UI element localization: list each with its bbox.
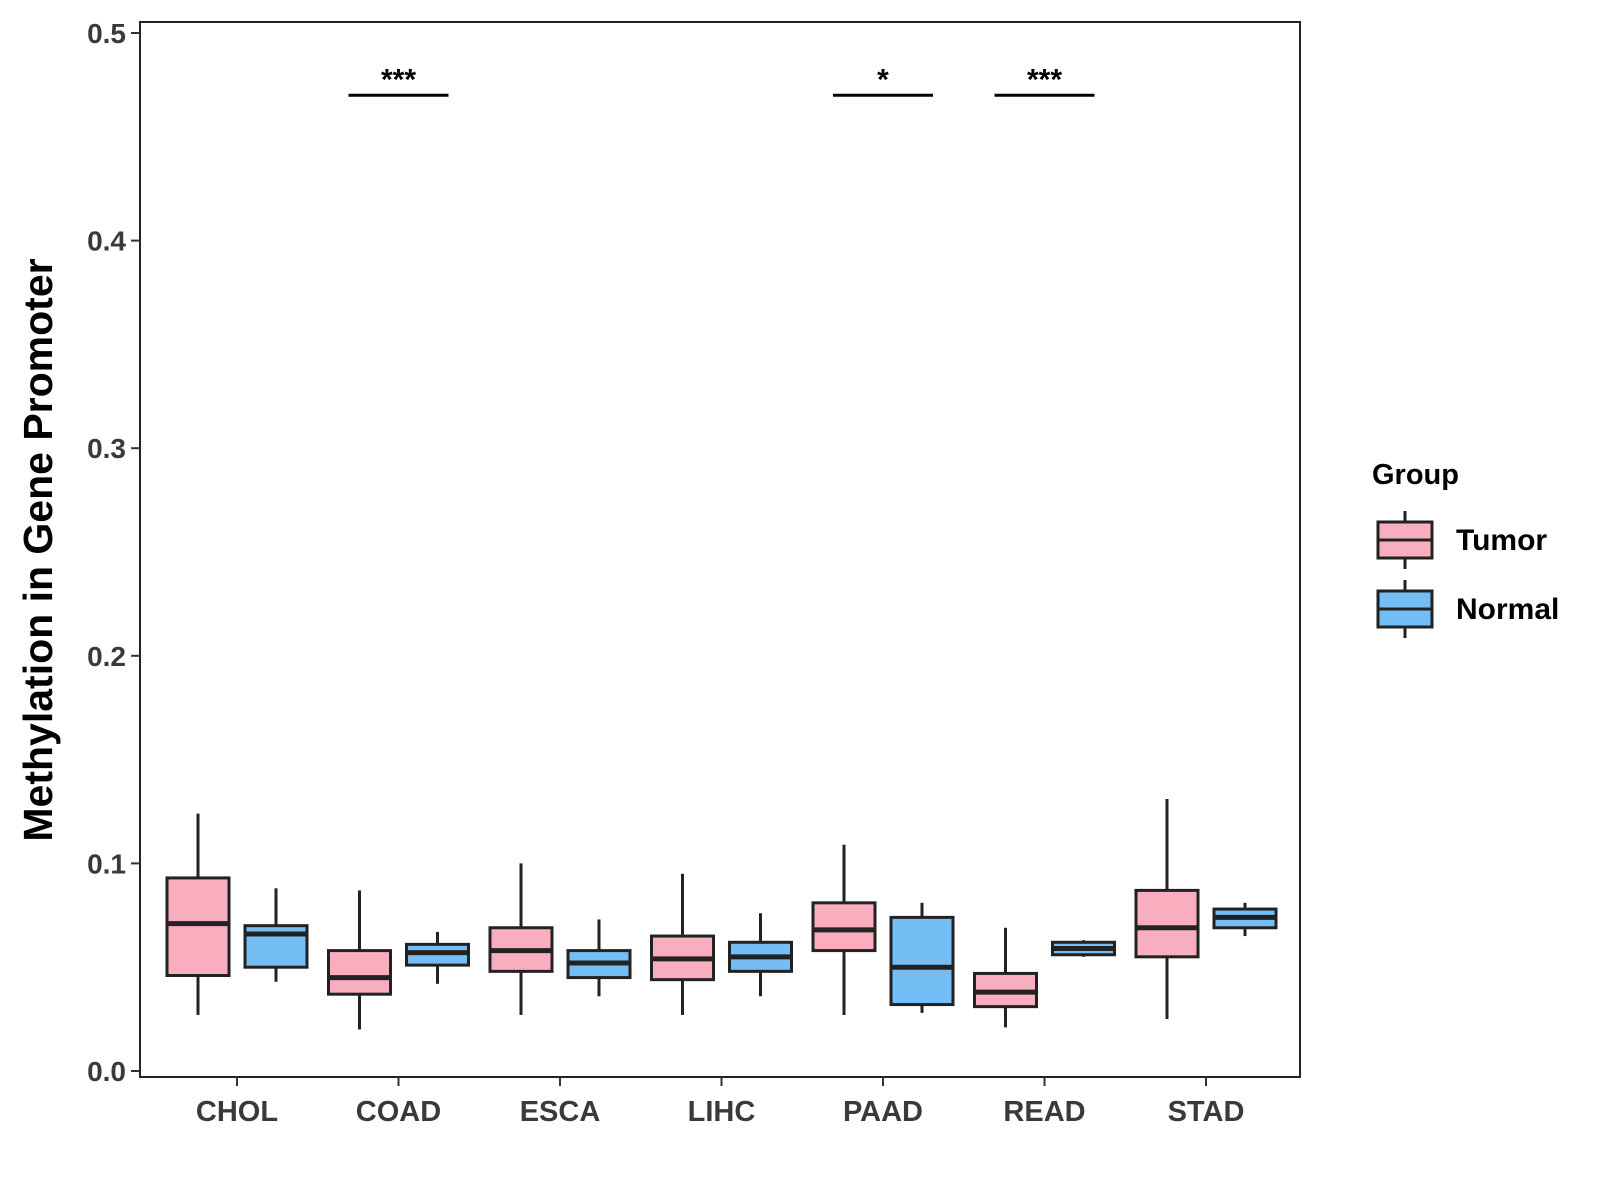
box-body <box>327 949 392 996</box>
box-tumor-stad <box>1134 799 1200 1020</box>
y-tick-label: 0.0 <box>87 1056 126 1087</box>
y-tick-label: 0.3 <box>87 433 126 464</box>
significance-label: * <box>877 63 889 96</box>
significance-coad: *** <box>348 63 449 97</box>
x-tick-label-read: READ <box>1003 1096 1085 1128</box>
box-normal-coad <box>405 931 470 984</box>
x-tick-label-paad: PAAD <box>843 1096 923 1128</box>
y-tick-label: 0.1 <box>87 848 126 879</box>
x-tick-label-stad: STAD <box>1168 1096 1245 1128</box>
y-tick-label: 0.4 <box>87 226 126 257</box>
legend-label: Normal <box>1456 593 1559 626</box>
box-tumor-coad <box>327 890 392 1030</box>
legend: Group Tumor Normal <box>1372 459 1559 638</box>
box-tumor-lihc <box>650 873 715 1015</box>
x-tick-label-chol: CHOL <box>196 1096 278 1128</box>
box-normal-chol <box>243 888 309 982</box>
significance-annotations: *** * *** <box>348 63 1095 97</box>
box-normal-lihc <box>728 913 793 997</box>
legend-item-normal: Normal <box>1376 580 1559 638</box>
box-normal-paad <box>889 902 955 1013</box>
panel-border <box>139 21 1301 1078</box>
y-tick-label: 0.5 <box>87 18 126 49</box>
box-normal-esca <box>566 919 632 997</box>
box-body <box>811 901 877 953</box>
y-axis-title: Methylation in Gene Promoter <box>15 258 61 841</box>
significance-label: *** <box>1027 63 1062 96</box>
legend-item-tumor: Tumor <box>1376 511 1547 569</box>
x-tick-label-coad: COAD <box>356 1096 441 1128</box>
box-body <box>1134 888 1200 959</box>
axes: 0.0 0.1 0.2 0.3 0.4 0.5 CHOL COAD ESCA LIHC PAAD RE… <box>87 18 1244 1128</box>
x-tick-label-lihc: LIHC <box>688 1096 756 1128</box>
significance-label: *** <box>381 63 416 96</box>
box-tumor-esca <box>488 863 554 1015</box>
box-normal-read <box>1051 940 1116 957</box>
y-tick-label: 0.2 <box>87 641 126 672</box>
legend-title: Group <box>1372 459 1459 491</box>
legend-label: Tumor <box>1456 524 1547 557</box>
box-normal-stad <box>1212 902 1278 937</box>
box-tumor-paad <box>811 844 877 1015</box>
plot-panel <box>139 21 1301 1078</box>
box-body <box>889 915 955 1007</box>
box-tumor-read <box>973 927 1038 1028</box>
box-tumor-chol <box>165 813 231 1015</box>
significance-paad: * <box>833 63 933 97</box>
x-tick-label-esca: ESCA <box>520 1096 601 1128</box>
box-body <box>165 876 231 978</box>
boxes-layer <box>165 799 1278 1030</box>
significance-read: *** <box>994 63 1095 97</box>
